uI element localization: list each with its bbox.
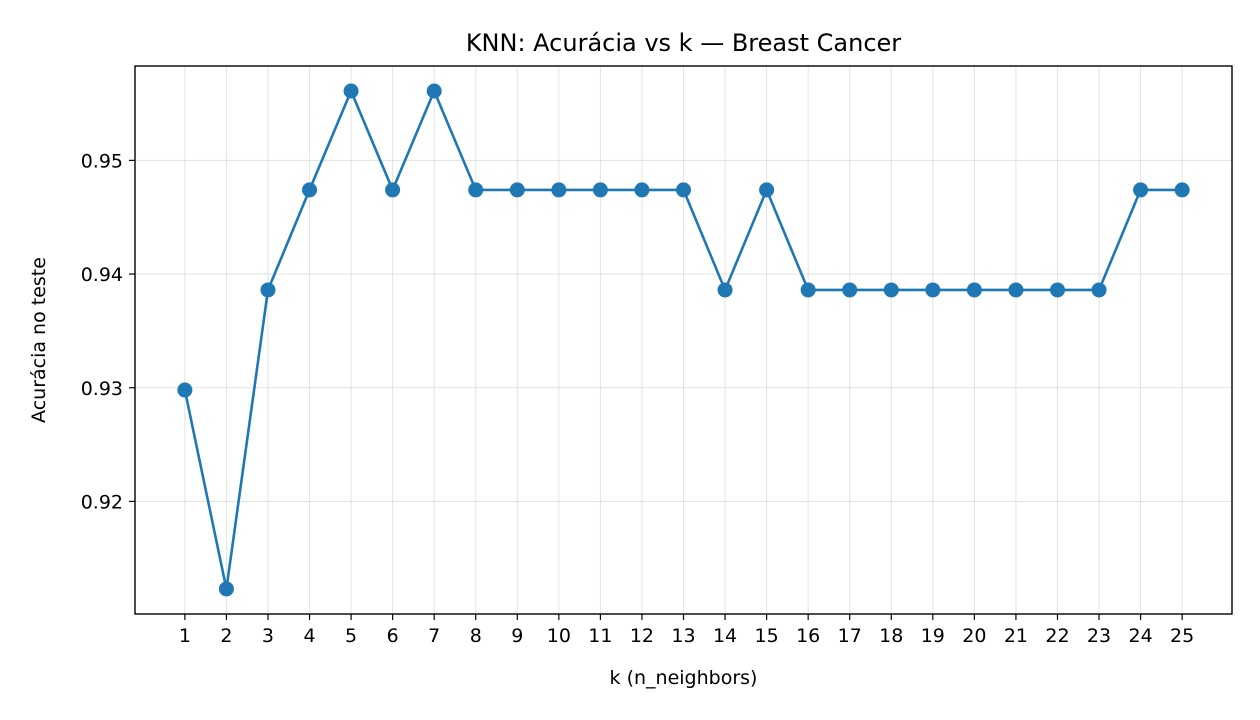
- y-tick-label: 0.94: [81, 264, 123, 286]
- x-tick-label: 10: [547, 625, 571, 647]
- data-point: [717, 282, 733, 298]
- data-point: [966, 282, 982, 298]
- data-point: [676, 182, 691, 198]
- data-point: [800, 282, 816, 298]
- data-point: [218, 581, 234, 597]
- grid-lines: [135, 66, 1232, 614]
- y-tick-label: 0.93: [81, 378, 123, 400]
- y-axis-ticks: 0.92 0.93 0.94 0.95: [81, 150, 135, 513]
- x-tick-label: 9: [511, 625, 523, 647]
- x-tick-label: 15: [755, 625, 779, 647]
- data-point: [260, 282, 276, 298]
- x-axis-ticks: 1 2 3 4 5 6 7 8 9 10 11 12 13 14 15 16 17 18 19 20 21 22 23 24 2…: [179, 614, 1194, 647]
- x-tick-label: 6: [387, 625, 399, 647]
- x-tick-label: 17: [838, 625, 862, 647]
- data-point: [509, 182, 525, 198]
- x-tick-label: 23: [1087, 625, 1111, 647]
- data-point: [302, 182, 318, 198]
- data-point: [883, 282, 899, 298]
- y-tick-label: 0.95: [81, 150, 123, 172]
- x-tick-label: 21: [1004, 625, 1028, 647]
- x-tick-label: 7: [428, 625, 440, 647]
- data-point: [759, 182, 775, 198]
- series-layer: [177, 83, 1190, 597]
- data-point: [1091, 282, 1107, 298]
- data-point: [1008, 282, 1024, 298]
- data-point: [468, 182, 484, 198]
- x-axis-label: k (n_neighbors): [610, 667, 758, 689]
- data-point: [1049, 282, 1065, 298]
- data-point: [592, 182, 608, 198]
- x-tick-label: 8: [470, 625, 482, 647]
- data-point: [177, 382, 193, 398]
- x-tick-label: 18: [879, 625, 903, 647]
- data-point: [426, 83, 442, 99]
- x-tick-label: 16: [796, 625, 820, 647]
- x-tick-label: 12: [630, 625, 654, 647]
- data-point: [634, 182, 650, 198]
- x-tick-label: 24: [1128, 625, 1152, 647]
- data-point: [1174, 182, 1190, 198]
- x-tick-label: 13: [671, 625, 695, 647]
- x-tick-label: 25: [1170, 625, 1194, 647]
- x-tick-label: 19: [921, 625, 945, 647]
- x-tick-label: 22: [1045, 625, 1069, 647]
- data-point: [842, 282, 858, 298]
- x-tick-label: 1: [179, 625, 191, 647]
- x-tick-label: 3: [262, 625, 274, 647]
- data-point: [343, 83, 359, 99]
- x-tick-label: 2: [220, 625, 232, 647]
- x-tick-label: 14: [713, 625, 737, 647]
- y-axis-label: Acurácia no teste: [28, 257, 50, 423]
- data-point: [551, 182, 567, 198]
- data-point: [385, 182, 401, 198]
- data-point: [1133, 182, 1149, 198]
- x-tick-label: 5: [345, 625, 357, 647]
- x-tick-label: 11: [588, 625, 612, 647]
- x-tick-label: 4: [303, 625, 315, 647]
- chart-title: KNN: Acurácia vs k — Breast Cancer: [466, 29, 901, 57]
- x-tick-label: 20: [962, 625, 986, 647]
- y-tick-label: 0.92: [81, 491, 123, 513]
- data-point: [925, 282, 941, 298]
